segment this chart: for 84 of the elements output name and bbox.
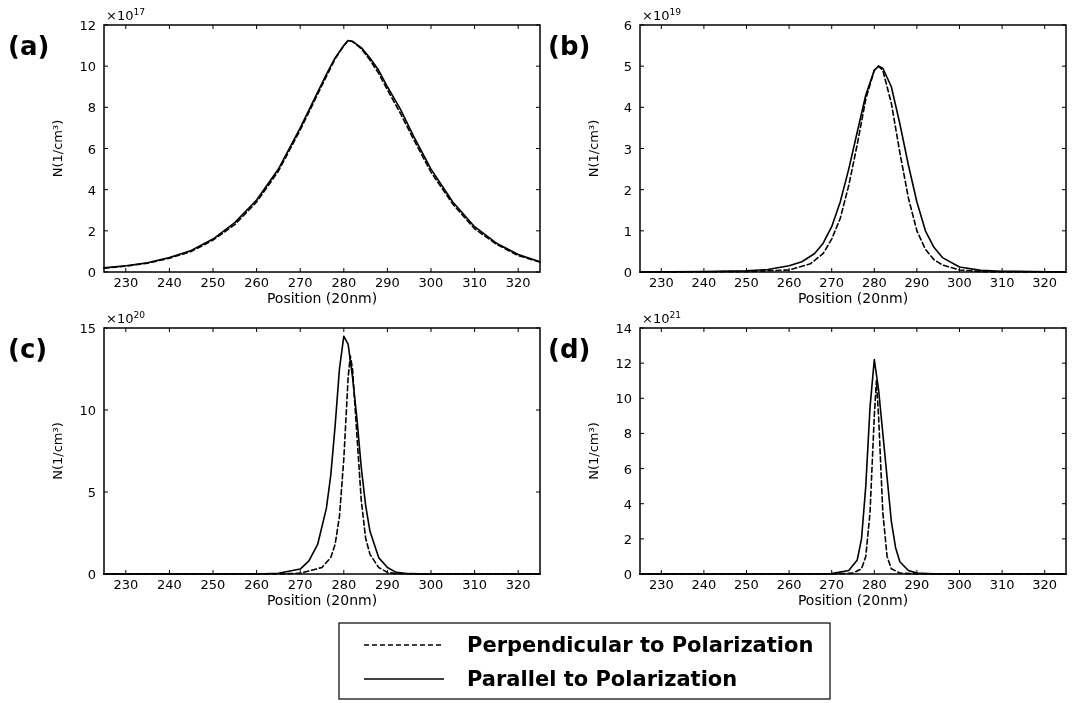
x-tick-label: 280	[331, 275, 357, 290]
y-tick-label: 4	[87, 182, 96, 198]
y-axis-title: N(1/cm³)	[50, 119, 65, 178]
x-tick-label: 320	[1032, 275, 1058, 290]
y-tick-label: 4	[623, 496, 632, 512]
y-tick-label: 2	[623, 531, 632, 547]
x-tick-label: 270	[287, 577, 313, 592]
chart-title: (d)	[548, 334, 591, 364]
y-tick-label: 0	[87, 265, 96, 280]
y-tick-label: 10	[79, 403, 96, 418]
x-tick-label: 320	[505, 275, 531, 290]
x-tick-label: 290	[374, 577, 400, 592]
y-tick-label: 0	[623, 265, 632, 280]
x-tick-label: 270	[819, 577, 845, 592]
y-tick-label: 0	[623, 567, 632, 582]
x-tick-label: 310	[462, 577, 488, 592]
x-tick-label: 230	[113, 275, 139, 290]
x-tick-label: 300	[418, 275, 444, 290]
x-axis-title: Position (20nm)	[797, 290, 909, 306]
x-tick-label: 260	[244, 275, 270, 290]
legend-label: Parallel to Polarization	[467, 667, 738, 691]
x-tick-label: 310	[462, 275, 488, 290]
x-tick-label: 280	[861, 275, 887, 290]
x-tick-label: 270	[287, 275, 313, 290]
x-axis-title: Position (20nm)	[266, 592, 378, 608]
text: ×10$^{19}$	[642, 7, 682, 23]
y-tick-label: 8	[623, 426, 632, 442]
x-tick-label: 240	[691, 577, 717, 592]
y-tick-label: 14	[615, 321, 632, 336]
text: ×10$^{21}$	[642, 310, 682, 326]
x-tick-label: 270	[819, 275, 845, 290]
y-axis-title: N(1/cm³)	[50, 422, 65, 480]
x-tick-label: 230	[648, 275, 674, 290]
y-tick-label: 1	[623, 223, 632, 239]
x-tick-label: 240	[156, 275, 182, 290]
x-tick-label: 320	[505, 577, 531, 592]
x-tick-label: 280	[861, 577, 887, 592]
x-tick-label: 250	[734, 577, 759, 592]
chart-title: (b)	[548, 31, 591, 61]
x-tick-label: 250	[734, 275, 759, 290]
x-tick-label: 310	[989, 275, 1015, 290]
x-tick-label: 310	[989, 577, 1015, 592]
x-tick-label: 290	[904, 577, 930, 592]
x-axis-title: Position (20nm)	[266, 290, 378, 306]
y-axis-title: N(1/cm³)	[586, 422, 601, 480]
y-tick-label: 3	[623, 141, 632, 157]
x-tick-label: 250	[200, 577, 226, 592]
y-tick-label: 10	[79, 59, 96, 75]
x-tick-label: 250	[200, 275, 226, 290]
y-tick-label: 6	[87, 141, 96, 157]
y-tick-label: 2	[87, 223, 96, 239]
x-tick-label: 260	[776, 275, 802, 290]
x-tick-label: 300	[947, 577, 972, 592]
y-tick-label: 10	[615, 391, 632, 407]
y-tick-label: 4	[623, 100, 632, 116]
y-tick-label: 8	[87, 100, 96, 116]
y-tick-label: 6	[623, 18, 632, 33]
text: ×10$^{17}$	[106, 7, 146, 23]
x-tick-label: 300	[418, 577, 444, 592]
legend-label: Perpendicular to Polarization	[467, 633, 814, 657]
y-tick-label: 12	[79, 18, 96, 33]
x-tick-label: 230	[648, 577, 674, 592]
x-tick-label: 260	[244, 577, 270, 592]
x-tick-label: 240	[156, 577, 182, 592]
x-tick-label: 320	[1032, 577, 1058, 592]
y-tick-label: 12	[615, 356, 632, 372]
y-tick-label: 5	[623, 59, 632, 75]
x-tick-label: 290	[374, 275, 400, 290]
x-tick-label: 260	[776, 577, 802, 592]
chart-title: (c)	[8, 334, 48, 364]
y-tick-label: 2	[623, 182, 632, 198]
y-tick-label: 15	[79, 321, 96, 336]
x-tick-label: 280	[331, 577, 357, 592]
y-tick-label: 0	[87, 567, 96, 582]
chart-title: (a)	[8, 31, 50, 61]
x-axis-title: Position (20nm)	[797, 592, 909, 608]
x-tick-label: 300	[947, 275, 972, 290]
y-tick-label: 5	[87, 485, 96, 500]
x-tick-label: 240	[691, 275, 717, 290]
y-tick-label: 6	[623, 461, 632, 477]
text: ×10$^{20}$	[106, 310, 146, 326]
x-tick-label: 290	[904, 275, 930, 290]
y-axis-title: N(1/cm³)	[586, 119, 601, 178]
x-tick-label: 230	[113, 577, 139, 592]
